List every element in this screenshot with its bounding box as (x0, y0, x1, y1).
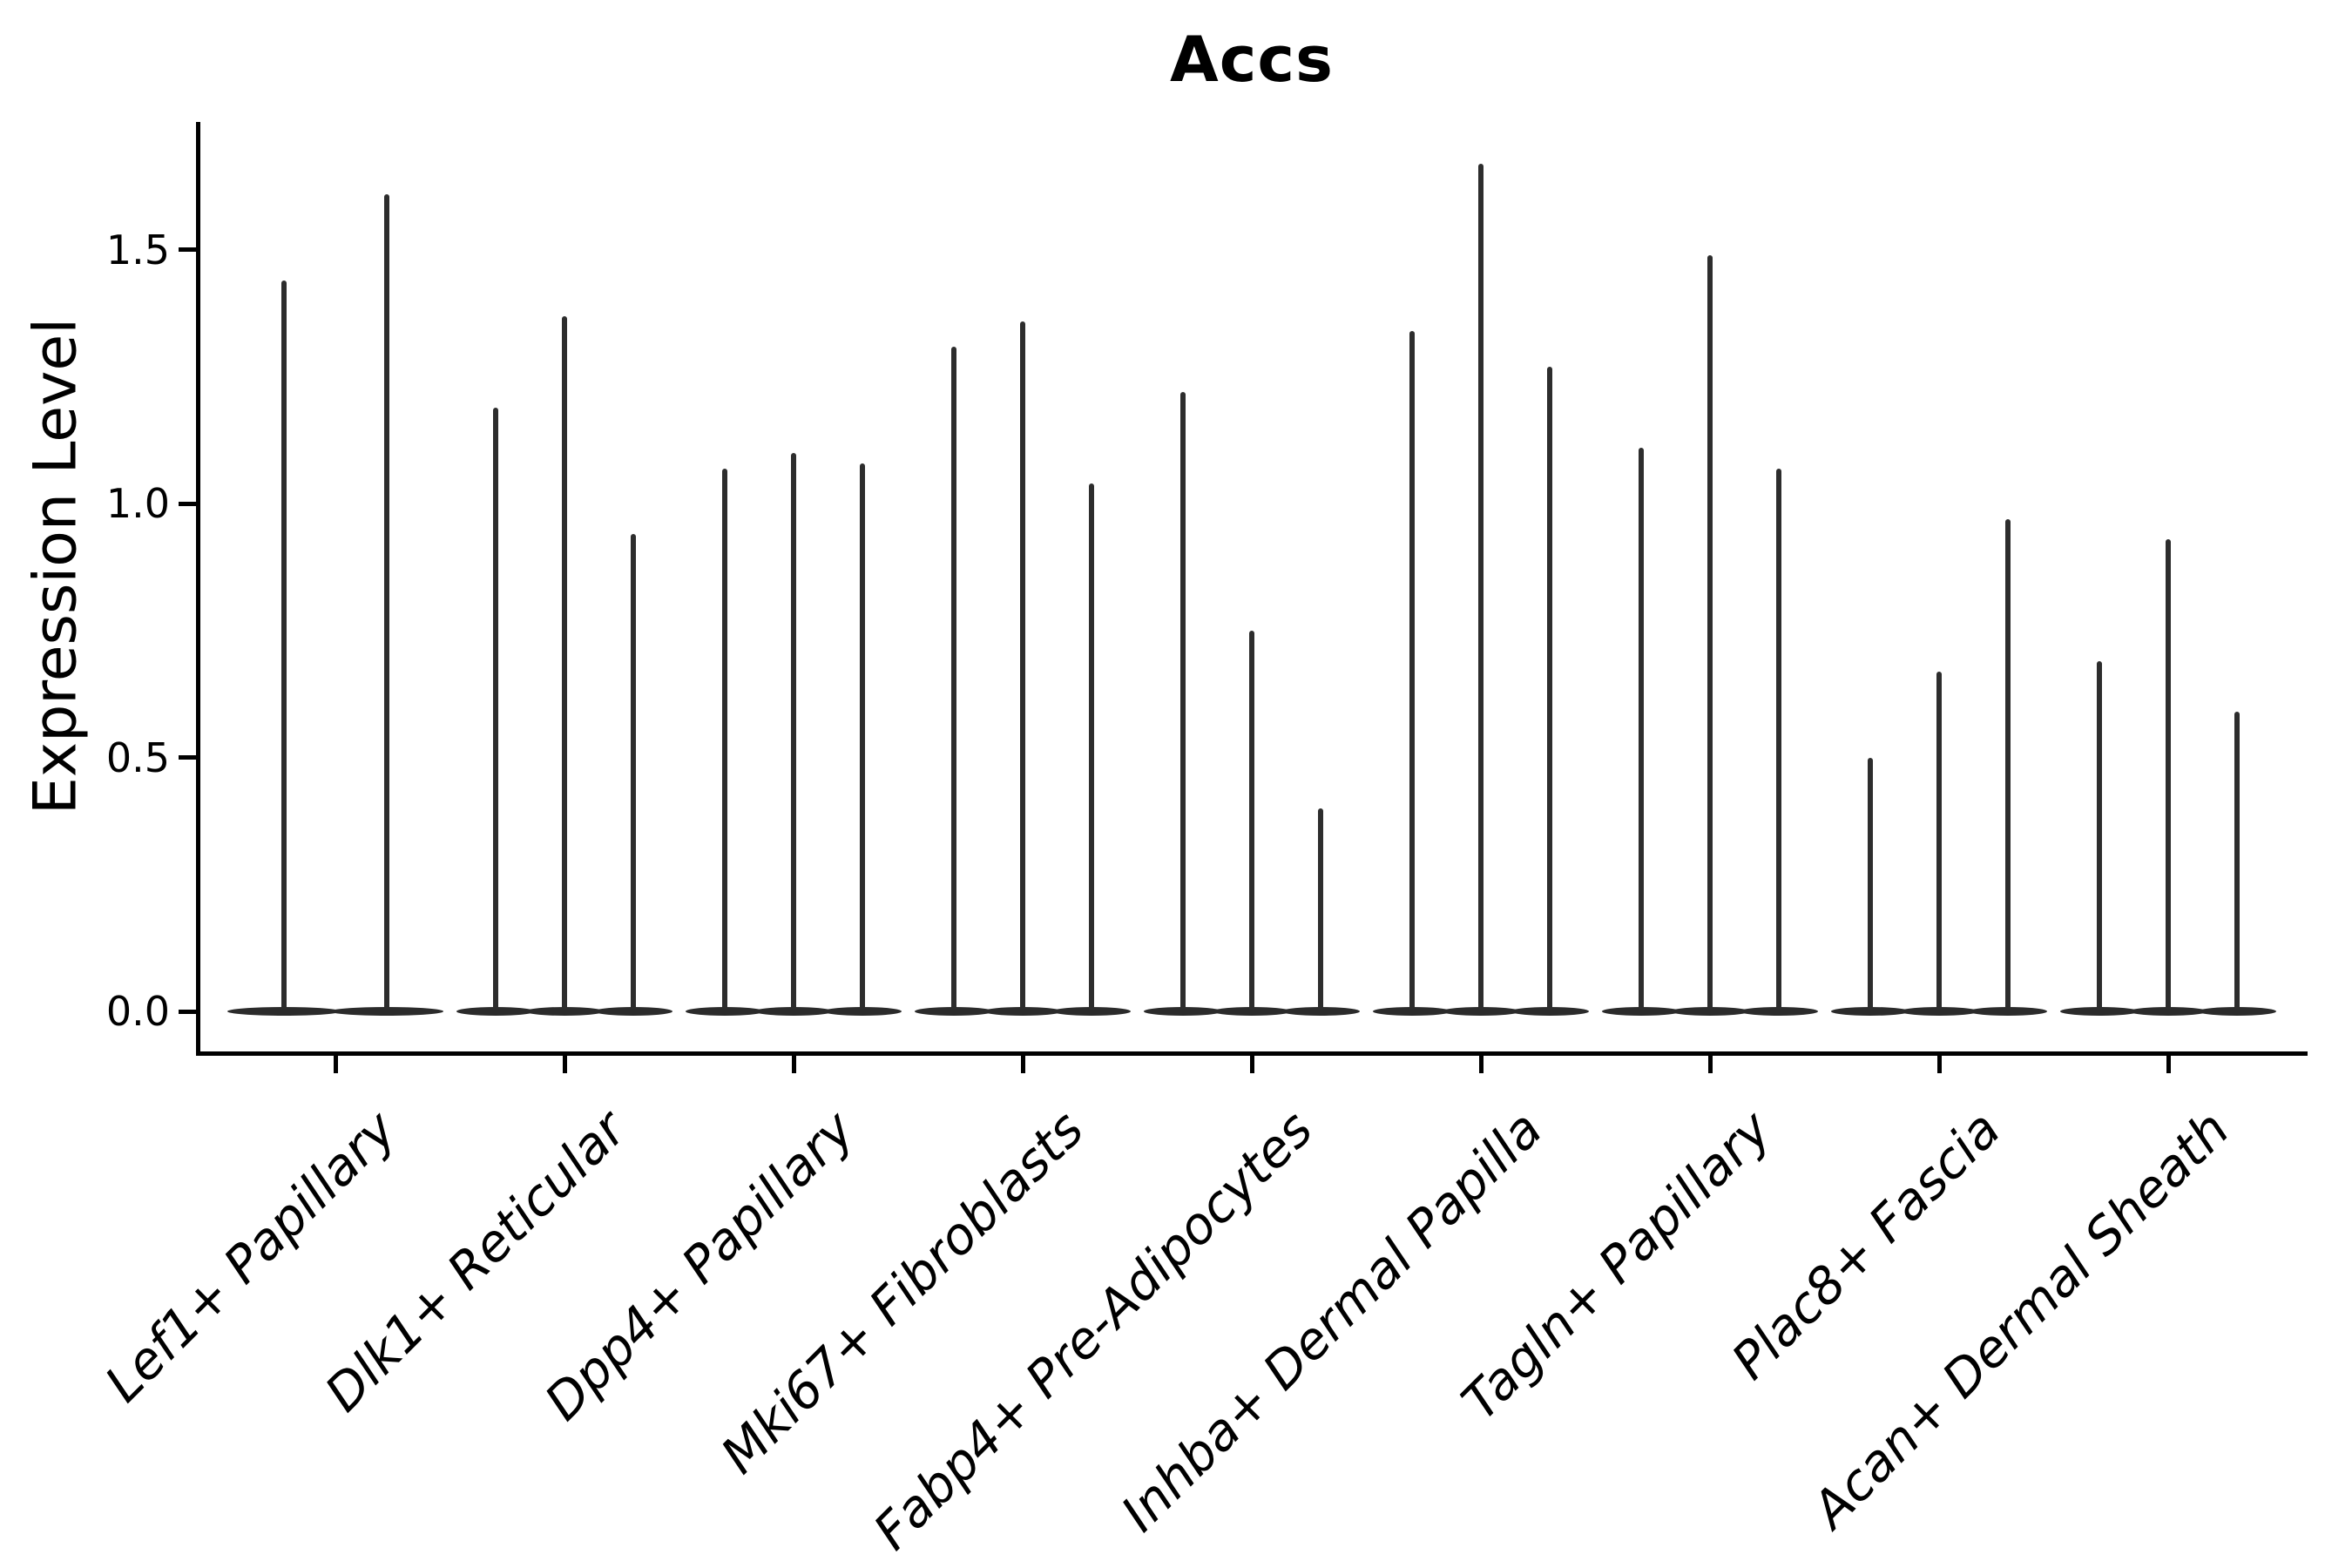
violin-spike (1776, 468, 1781, 1010)
y-tick-mark (179, 1009, 196, 1014)
y-tick-mark (179, 247, 196, 253)
violin-base (686, 1007, 764, 1016)
violin-base (1900, 1007, 1978, 1016)
violin-base (823, 1007, 902, 1016)
y-tick-mark (179, 755, 196, 760)
violin-base (525, 1007, 604, 1016)
violin-spike (1639, 448, 1644, 1010)
x-axis-spine (196, 1051, 2308, 1056)
x-tick-mark (1020, 1056, 1025, 1073)
violin-spike (1180, 392, 1186, 1010)
x-axis-category-label: Inhba+ Dermal Papilla (1109, 1099, 1554, 1544)
y-tick-label: 0.0 (105, 988, 170, 1035)
violin-base (1671, 1007, 1749, 1016)
violin-spike (2097, 660, 2102, 1010)
violin-base (1740, 1007, 1818, 1016)
violin-spike (2234, 712, 2240, 1010)
x-tick-mark (1249, 1056, 1254, 1073)
violin-base (754, 1007, 833, 1016)
chart-title: Accs (1170, 23, 1334, 96)
violin-spike (281, 280, 287, 1010)
violin-base (2060, 1007, 2139, 1016)
violin-spike (1089, 483, 1094, 1010)
y-tick-mark (179, 501, 196, 506)
violin-spike (1478, 163, 1484, 1010)
violin-spike (1936, 671, 1942, 1010)
violin-spike (1020, 321, 1025, 1010)
violin-base (1831, 1007, 1909, 1016)
violin-spike (493, 407, 498, 1010)
y-tick-label: 1.5 (105, 226, 170, 274)
violin-base (1373, 1007, 1451, 1016)
violin-base (2198, 1007, 2276, 1016)
violin-base (983, 1007, 1062, 1016)
x-axis-category-label: Fabp4+ Pre-Adipocytes (862, 1099, 1325, 1562)
violin-base (456, 1007, 535, 1016)
violin-base (1442, 1007, 1520, 1016)
violin-base (1213, 1007, 1291, 1016)
x-tick-mark (2166, 1056, 2171, 1073)
y-tick-label: 1.0 (105, 480, 170, 528)
violin-spike (860, 463, 865, 1010)
y-tick-label: 0.5 (105, 733, 170, 781)
violin-base (1602, 1007, 1680, 1016)
violin-spike (1868, 757, 1873, 1010)
x-tick-mark (1478, 1056, 1484, 1073)
x-tick-mark (562, 1056, 567, 1073)
x-tick-mark (1707, 1056, 1713, 1073)
violin-spike (2166, 539, 2171, 1010)
x-tick-mark (791, 1056, 796, 1073)
violin-base (227, 1007, 341, 1016)
violin-spike (2005, 518, 2011, 1010)
violin-spike (951, 346, 956, 1010)
violin-spike (1409, 331, 1415, 1010)
y-axis-spine (196, 122, 200, 1056)
violin-spike (791, 453, 796, 1010)
violin-spike (1707, 254, 1713, 1010)
violin-base (2129, 1007, 2207, 1016)
violin-spike (722, 468, 727, 1010)
x-tick-mark (1936, 1056, 1942, 1073)
violin-spike (1318, 808, 1323, 1010)
x-axis-category-label: Acan+ Dermal Sheath (1801, 1099, 2241, 1539)
violin-spike (631, 534, 636, 1010)
violin-base (330, 1007, 443, 1016)
violin-spike (562, 315, 567, 1010)
violin-spike (1249, 630, 1254, 1010)
violin-base (1969, 1007, 2047, 1016)
violin-base (594, 1007, 672, 1016)
violin-base (1281, 1007, 1360, 1016)
violin-spike (1547, 366, 1552, 1010)
violin-base (915, 1007, 993, 1016)
violin-base (1052, 1007, 1131, 1016)
violin-spike (384, 193, 389, 1010)
violin-base (1511, 1007, 1589, 1016)
violin-base (1144, 1007, 1222, 1016)
x-tick-mark (333, 1056, 338, 1073)
